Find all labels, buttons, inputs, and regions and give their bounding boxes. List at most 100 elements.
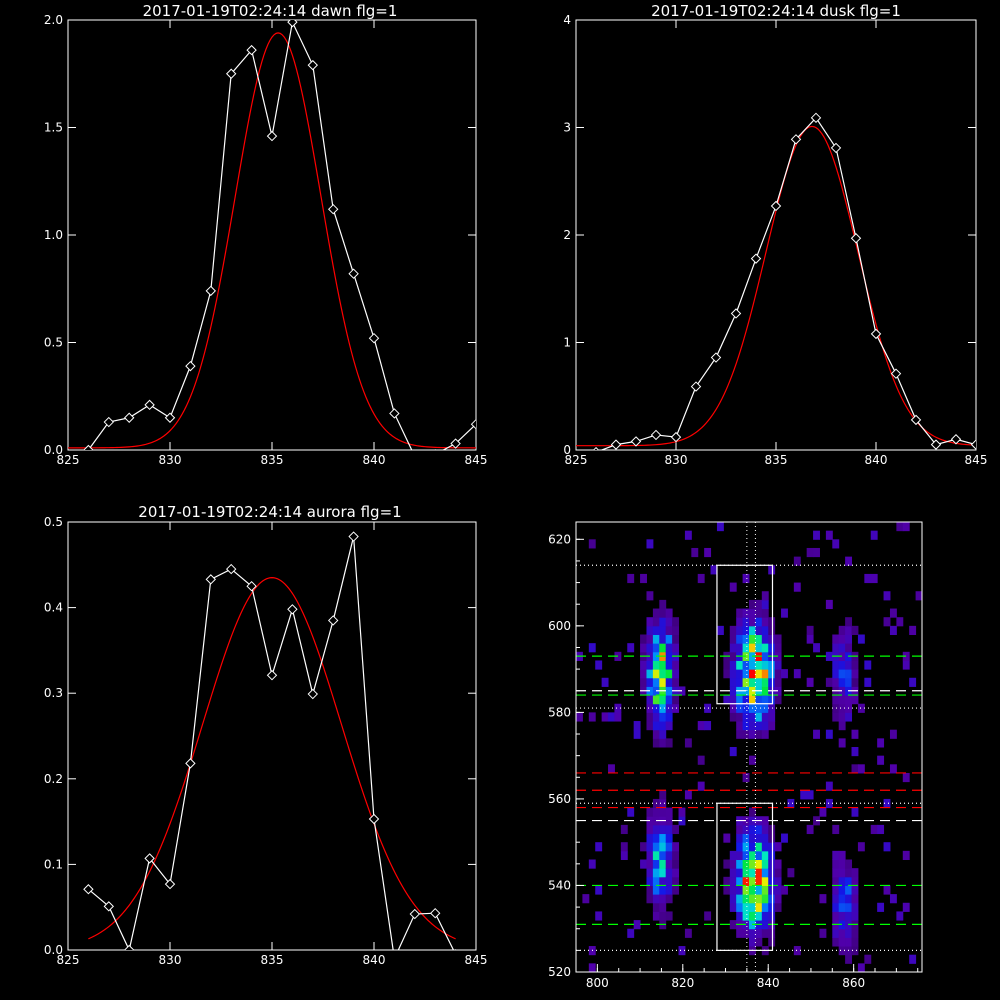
heatmap-cell [845,677,853,687]
heatmap-cell [723,859,731,869]
aurora-y-tick-label: 0.1 [44,857,63,871]
heatmap-cell [909,954,917,964]
heatmap-cell [845,894,853,904]
heatmap-cell [768,885,776,895]
aurora-fit-curve [88,577,456,940]
heatmap-region-box [716,564,774,705]
dusk-data-point [630,436,642,447]
heatmap-cell [761,816,769,826]
heatmap-cell [723,660,731,670]
heatmap-cell [889,764,897,774]
heatmap-cell [761,850,769,860]
heatmap-cell [749,677,756,687]
aurora-plot-area [83,531,457,950]
heatmap-cell [851,868,859,878]
heatmap-cell [665,625,673,635]
heatmap-cell [749,850,756,860]
heatmap-cell [646,850,654,860]
heatmap-cell [838,911,846,921]
heatmap-cell [806,677,814,687]
heatmap-cell [889,625,897,635]
heatmap-cell [755,937,763,947]
heatmap-cell [684,790,692,800]
dusk-data-point [670,431,682,443]
heatmap-cell [659,729,667,739]
heatmap-cell [659,660,667,670]
heatmap-cell [595,842,603,852]
heatmap-cell [659,859,667,869]
heatmap-cell [736,911,744,921]
heatmap-cell [729,686,737,696]
heatmap-cell [749,712,756,722]
aurora-data-point [409,908,421,920]
heatmap-cell [845,617,853,627]
heatmap-cell [774,643,782,653]
aurora-y-tick-label: 0.5 [44,515,63,529]
heatmap-cell [857,842,865,852]
aurora-x-tick-label: 840 [363,953,386,967]
heatmap-cell [781,669,788,679]
heatmap-cell [761,643,769,653]
heatmap-cell [659,807,667,817]
heatmap-cell [832,928,840,938]
heatmap-cell [659,911,667,921]
heatmap-cell [838,643,846,653]
heatmap-cell [915,591,922,601]
dawn-data-point [205,285,217,297]
heatmap-cell [659,625,667,635]
heatmap-cell [652,824,660,835]
heatmap-cell [736,902,744,912]
heatmap-cell [646,677,654,687]
heatmap-cell [749,695,756,705]
dusk-fit-curve [576,125,976,447]
heatmap-cell [640,842,647,852]
heatmap-cell [665,876,673,886]
heatmap-cell [755,643,763,653]
heatmap-cell [902,772,910,783]
heatmap-cell [800,790,808,800]
dawn-x-tick-label: 830 [159,453,182,467]
heatmap-cell [755,876,763,886]
heatmap-cell [595,911,603,921]
heatmap-cell [768,911,776,921]
heatmap-cell [768,824,776,835]
dawn-plot-area [68,20,476,450]
aurora-data-point [287,604,298,615]
heatmap-cell [877,755,885,765]
heatmap-cell [845,911,853,921]
heatmap-cell [652,617,660,627]
heatmap-cell [851,807,859,817]
heatmap-cell [646,842,654,852]
heatmap-cell [672,617,680,627]
heatmap-cell [774,902,782,912]
heatmap-cell [819,928,827,938]
heatmap-cell [640,669,647,679]
heatmap-cell [608,712,615,722]
heatmap-cell [838,634,846,644]
heatmap-cell [736,885,744,895]
heatmap-cell [851,876,859,886]
heatmap-cell [652,634,660,644]
heatmap-cell [838,703,846,713]
heatmap-cell [761,660,769,670]
heatmap-cell [825,781,833,791]
heatmap-cell [697,755,705,765]
aurora-data-point [454,949,457,950]
heatmap-y-tick-label: 520 [548,965,571,979]
dawn-data-point [144,399,155,411]
heatmap-cell [857,703,865,713]
aurora-y-tick-label: 0.3 [44,686,63,700]
heatmap-cell [723,695,731,705]
heatmap-cell [742,703,750,713]
heatmap-cell [640,859,647,869]
heatmap-cell [896,522,904,532]
heatmap-cell [909,677,917,687]
heatmap-cell [742,617,750,627]
heatmap-cell [659,721,667,731]
heatmap-cell [736,634,744,644]
aurora-data-point [429,907,441,919]
heatmap-cell [729,695,737,705]
dusk-plot-area [576,112,976,450]
dusk-data-point [770,200,782,212]
